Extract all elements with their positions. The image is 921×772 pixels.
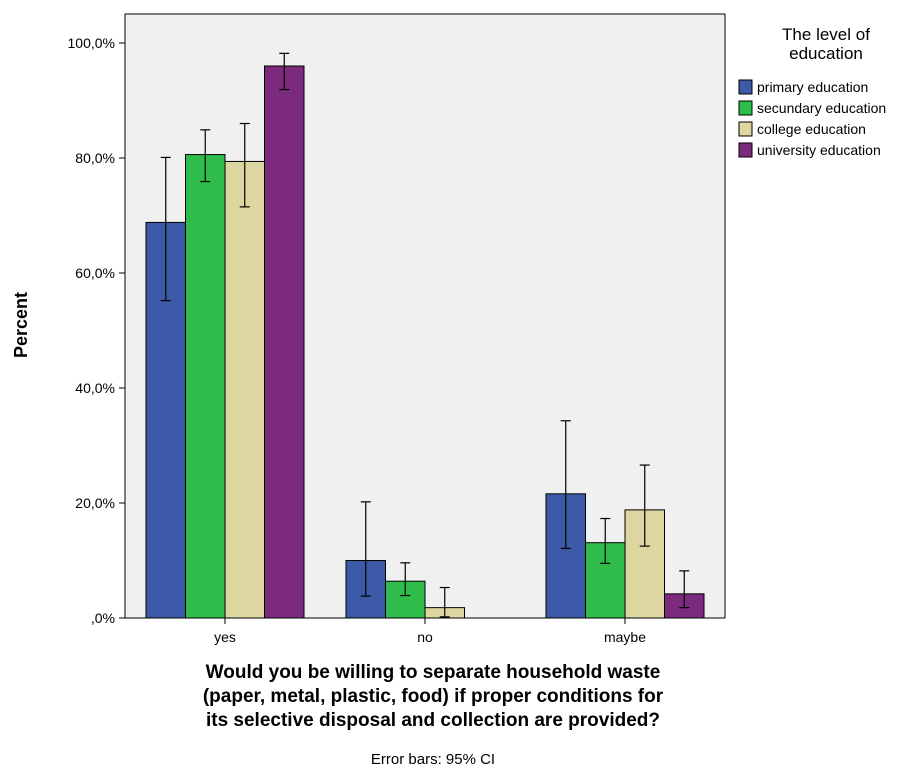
y-tick-label: 40,0%: [75, 380, 115, 396]
error-bars-note: Error bars: 95% CI: [371, 751, 495, 768]
legend-title-line-2: education: [789, 44, 863, 63]
x-axis-label-line-1: Would you be willing to separate househo…: [206, 662, 661, 683]
y-axis-label: Percent: [11, 292, 31, 358]
bar-yes-secundary-education: [185, 154, 226, 619]
y-tick-label: 80,0%: [75, 150, 115, 166]
y-tick-label: ,0%: [91, 610, 115, 626]
legend-label: secundary education: [757, 100, 886, 116]
legend-items: primary education secundary education coll…: [738, 79, 886, 158]
legend-label: primary education: [757, 79, 868, 95]
y-tick-label: 100,0%: [68, 35, 115, 51]
x-tick-label: yes: [214, 629, 236, 645]
bar-yes-college-education: [224, 160, 265, 619]
legend-swatch: [738, 142, 753, 158]
legend-label: college education: [757, 121, 866, 137]
legend-swatch: [738, 100, 753, 116]
x-tick-label: no: [417, 629, 433, 645]
x-axis-ticks: yes no maybe: [214, 618, 646, 645]
legend: The level of education primary education…: [738, 25, 886, 158]
legend-swatch: [738, 79, 753, 95]
y-tick-label: 60,0%: [75, 265, 115, 281]
legend-label: university education: [757, 142, 881, 158]
y-axis-ticks: 100,0% 80,0% 60,0% 40,0% 20,0% ,0%: [68, 35, 125, 626]
error-bars: [160, 52, 690, 618]
legend-title-line-1: The level of: [782, 25, 870, 44]
legend-swatch: [738, 121, 753, 137]
x-tick-label: maybe: [604, 629, 646, 645]
x-axis-label-line-2: (paper, metal, plastic, food) if proper …: [203, 686, 664, 707]
x-axis-label-line-3: its selective disposal and collection ar…: [206, 710, 660, 731]
bar-yes-university-education: [264, 65, 305, 619]
y-tick-label: 20,0%: [75, 495, 115, 511]
